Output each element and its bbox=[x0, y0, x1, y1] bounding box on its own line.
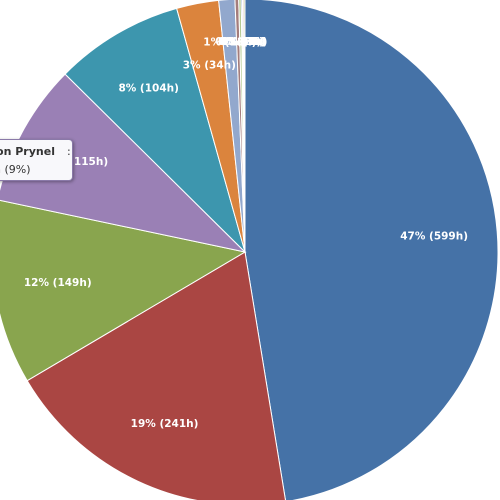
pie-slice[interactable] bbox=[243, 0, 246, 253]
slice-data-label: 0% (3h) bbox=[215, 36, 261, 48]
slice-data-label: 1% (13h) bbox=[203, 37, 256, 49]
pie-slice[interactable] bbox=[244, 0, 499, 500]
pie-slice[interactable] bbox=[218, 0, 246, 253]
pie-labels: 47% (599h)19% (241h)12% (149h)9% (115h)8… bbox=[24, 36, 468, 430]
slice-data-label: 0% (2h) bbox=[218, 36, 264, 48]
pie-slice[interactable] bbox=[0, 73, 247, 253]
tooltip-separator: : bbox=[67, 145, 71, 158]
slice-data-label: 47% (599h) bbox=[400, 231, 468, 243]
tooltip-title: tion Prynel bbox=[0, 145, 55, 158]
chart-tooltip: tion Prynel : 5h (9%) bbox=[0, 139, 73, 181]
pie-slice[interactable] bbox=[64, 7, 246, 254]
slice-data-label: 0% (1h) bbox=[220, 36, 266, 48]
pie-slice[interactable] bbox=[26, 251, 286, 500]
pie-slice[interactable] bbox=[234, 0, 246, 253]
slice-data-label: 0% (1h) bbox=[219, 36, 265, 48]
tooltip-value: 5h (9%) bbox=[0, 163, 31, 176]
slice-data-label: 8% (104h) bbox=[118, 83, 178, 95]
slice-data-label: 3% (34h) bbox=[183, 60, 236, 72]
slice-data-label: 12% (149h) bbox=[24, 277, 92, 289]
pie-slice[interactable] bbox=[0, 199, 247, 382]
slice-data-label: 19% (241h) bbox=[131, 418, 199, 430]
slice-data-label: 0% (1h) bbox=[222, 36, 268, 48]
pie-slice[interactable] bbox=[238, 0, 246, 253]
